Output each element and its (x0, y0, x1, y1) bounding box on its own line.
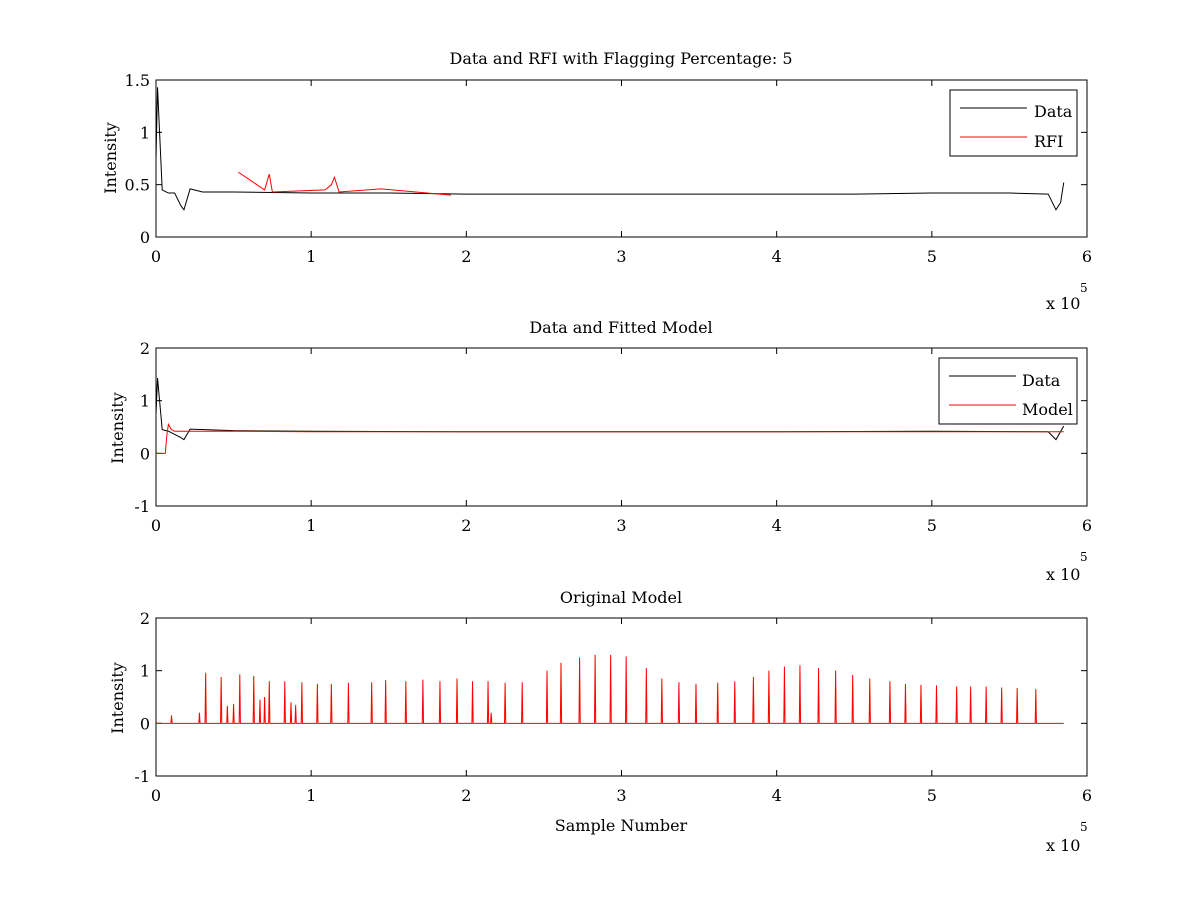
series-line-rfi (237, 171, 451, 196)
series-line-model (156, 422, 1064, 454)
x-multiplier: x 10 (1046, 294, 1080, 313)
x-tick-label: 6 (1082, 786, 1092, 805)
legend-label-data: Data (1034, 102, 1073, 121)
plot-area (155, 347, 1088, 507)
y-tick-label: 0.5 (125, 176, 150, 195)
legend-box (949, 89, 1078, 157)
y-axis-label: Intensity (108, 392, 127, 464)
y-tick-label: 1.5 (125, 71, 150, 90)
x-tick-label: 2 (461, 786, 471, 805)
chart-title: Original Model (560, 588, 682, 607)
series-group (155, 377, 1065, 454)
panel-data-rfi: Data and RFI with Flagging Percentage: 5… (101, 49, 1092, 313)
x-multiplier-exponent: 5 (1080, 550, 1088, 564)
y-tick-label: 1 (140, 662, 150, 681)
legend-box (938, 357, 1078, 425)
x-multiplier-exponent: 5 (1080, 820, 1088, 834)
x-tick-label: 3 (616, 786, 626, 805)
series-group (155, 87, 1065, 211)
x-multiplier: x 10 (1046, 836, 1080, 855)
legend: Data RFI (949, 89, 1078, 157)
x-tick-label: 0 (151, 786, 161, 805)
y-axis-label: Intensity (101, 122, 120, 194)
x-tick-label: 4 (772, 516, 782, 535)
legend-label-rfi: RFI (1034, 132, 1063, 151)
x-tick-label: 1 (306, 247, 316, 266)
chart-title: Data and Fitted Model (529, 318, 712, 337)
x-tick-label: 3 (616, 247, 626, 266)
y-tick-label: -1 (134, 767, 150, 786)
y-tick-label: 1 (140, 392, 150, 411)
x-multiplier-exponent: 5 (1080, 281, 1088, 295)
series-group (156, 654, 1064, 724)
x-tick-label: 6 (1082, 247, 1092, 266)
y-tick-label: 0 (140, 228, 150, 247)
x-tick-label: 5 (927, 786, 937, 805)
y-tick-label: 0 (140, 444, 150, 463)
x-tick-label: 5 (927, 247, 937, 266)
x-tick-label: 6 (1082, 516, 1092, 535)
plot-area (155, 79, 1088, 238)
x-tick-label: 4 (772, 247, 782, 266)
x-tick-label: 2 (461, 516, 471, 535)
y-tick-label: -1 (134, 497, 150, 516)
y-tick-label: 2 (140, 609, 150, 628)
x-tick-label: 3 (616, 516, 626, 535)
x-tick-label: 1 (306, 786, 316, 805)
x-tick-label: 2 (461, 247, 471, 266)
x-tick-label: 0 (151, 247, 161, 266)
x-tick-label: 0 (151, 516, 161, 535)
y-tick-label: 0 (140, 714, 150, 733)
y-tick-label: 1 (140, 123, 150, 142)
x-multiplier: x 10 (1046, 565, 1080, 584)
x-tick-label: 5 (927, 516, 937, 535)
legend-label-data: Data (1022, 371, 1061, 390)
series-line-model (156, 654, 1064, 724)
x-tick-label: 1 (306, 516, 316, 535)
chart-title: Data and RFI with Flagging Percentage: 5 (449, 49, 792, 68)
axis-ticks: 0 1 2 3 4 5 6 0 0.5 1 1.5 (125, 71, 1093, 266)
plot-area (155, 617, 1088, 777)
series-line-data (155, 87, 1065, 211)
y-axis-label: Intensity (108, 662, 127, 734)
legend-label-model: Model (1022, 400, 1073, 419)
y-tick-label: 2 (140, 339, 150, 358)
x-tick-label: 4 (772, 786, 782, 805)
legend: Data Model (938, 357, 1078, 425)
x-axis-label: Sample Number (555, 816, 688, 835)
